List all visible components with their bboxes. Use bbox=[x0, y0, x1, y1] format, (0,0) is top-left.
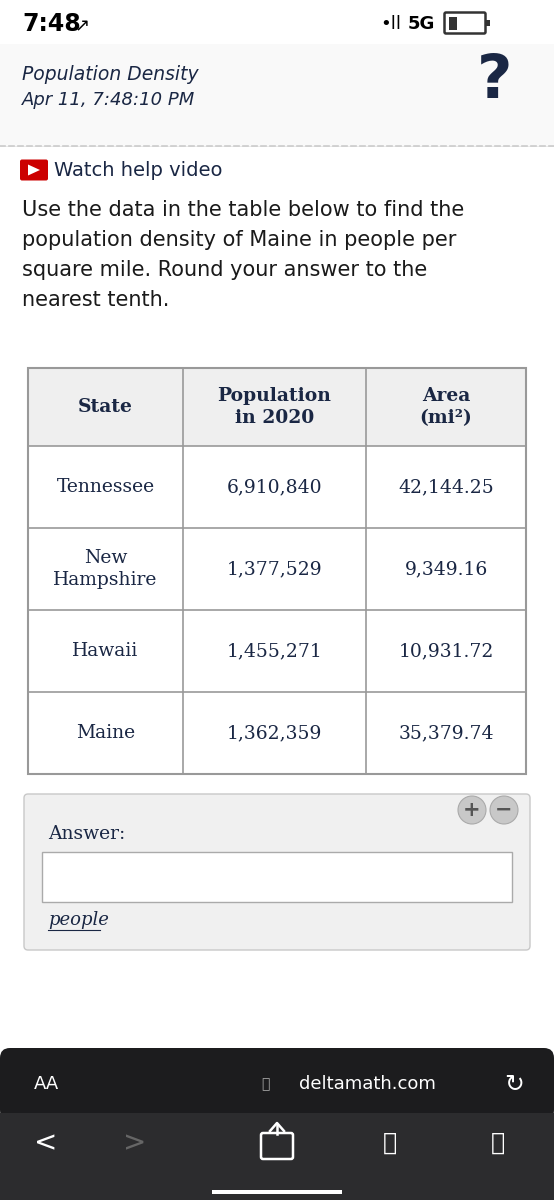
Bar bbox=[0, 0, 554, 44]
Polygon shape bbox=[28, 164, 40, 175]
Text: 6,910,840: 6,910,840 bbox=[227, 478, 322, 496]
Text: population density of Maine in people per: population density of Maine in people pe… bbox=[22, 230, 456, 250]
Text: −: − bbox=[495, 800, 513, 820]
Text: 1,362,359: 1,362,359 bbox=[227, 724, 322, 742]
Text: New: New bbox=[84, 550, 127, 566]
Text: square mile. Round your answer to the: square mile. Round your answer to the bbox=[22, 260, 427, 280]
Text: >: > bbox=[124, 1129, 147, 1157]
Text: 1,455,271: 1,455,271 bbox=[227, 642, 322, 660]
Bar bbox=[0, 44, 554, 146]
Circle shape bbox=[458, 796, 486, 824]
Bar bbox=[212, 1190, 342, 1194]
Bar bbox=[485, 20, 490, 26]
Text: Hampshire: Hampshire bbox=[53, 571, 158, 589]
Text: ↻: ↻ bbox=[504, 1072, 524, 1096]
Circle shape bbox=[490, 796, 518, 824]
FancyBboxPatch shape bbox=[0, 1048, 554, 1120]
Text: deltamath.com: deltamath.com bbox=[299, 1075, 436, 1093]
Bar bbox=[449, 17, 456, 30]
Text: Tennessee: Tennessee bbox=[57, 478, 155, 496]
Text: 1,377,529: 1,377,529 bbox=[227, 560, 322, 578]
FancyBboxPatch shape bbox=[444, 12, 485, 34]
Text: 📖: 📖 bbox=[383, 1130, 397, 1154]
Text: Population Density: Population Density bbox=[22, 65, 199, 84]
Text: nearest tenth.: nearest tenth. bbox=[22, 290, 170, 310]
Text: 5G: 5G bbox=[408, 14, 435, 32]
Text: ⧉: ⧉ bbox=[491, 1130, 505, 1154]
Text: Hawaii: Hawaii bbox=[73, 642, 138, 660]
Text: •ll: •ll bbox=[380, 14, 401, 32]
FancyBboxPatch shape bbox=[20, 160, 48, 180]
Text: 35,379.74: 35,379.74 bbox=[398, 724, 494, 742]
Bar bbox=[28, 368, 526, 774]
Text: State: State bbox=[78, 398, 133, 416]
Text: Answer:: Answer: bbox=[48, 826, 125, 842]
Text: 🔒: 🔒 bbox=[261, 1078, 269, 1091]
Text: Use the data in the table below to find the: Use the data in the table below to find … bbox=[22, 200, 464, 220]
Text: 10,931.72: 10,931.72 bbox=[398, 642, 494, 660]
Text: ↗: ↗ bbox=[74, 17, 89, 35]
Text: Maine: Maine bbox=[76, 724, 135, 742]
Text: Population: Population bbox=[218, 386, 331, 404]
Text: 7:48: 7:48 bbox=[22, 12, 81, 36]
Bar bbox=[42, 852, 512, 902]
Text: Watch help video: Watch help video bbox=[54, 161, 223, 180]
Text: Apr 11, 7:48:10 PM: Apr 11, 7:48:10 PM bbox=[22, 91, 195, 109]
Text: people: people bbox=[48, 911, 109, 929]
Text: Area: Area bbox=[422, 386, 470, 404]
Text: (mi²): (mi²) bbox=[419, 409, 473, 427]
Text: <: < bbox=[34, 1129, 58, 1157]
Text: +: + bbox=[463, 800, 481, 820]
Text: 42,144.25: 42,144.25 bbox=[398, 478, 494, 496]
Text: ?: ? bbox=[477, 53, 513, 112]
Bar bbox=[0, 1114, 554, 1200]
Text: AA: AA bbox=[33, 1075, 59, 1093]
FancyBboxPatch shape bbox=[24, 794, 530, 950]
Bar bbox=[28, 368, 526, 446]
Text: 9,349.16: 9,349.16 bbox=[404, 560, 488, 578]
Text: in 2020: in 2020 bbox=[235, 409, 314, 427]
